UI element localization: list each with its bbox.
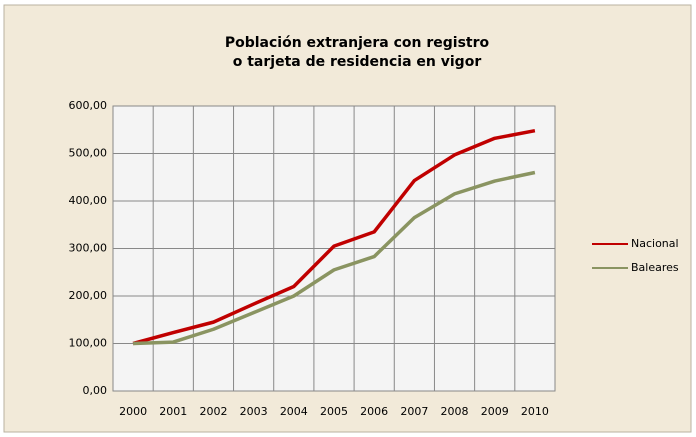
- x-tick-label: 2007: [400, 405, 428, 418]
- legend-label: Baleares: [631, 261, 679, 274]
- x-tick-label: 2001: [159, 405, 187, 418]
- chart-title: Población extranjera con registro: [225, 35, 490, 51]
- series-line: [132, 128, 536, 346]
- x-tick-label: 2004: [280, 405, 308, 418]
- chart-title: o tarjeta de residencia en vigor: [233, 54, 482, 70]
- x-tick-label: 2003: [240, 405, 268, 418]
- x-tick-label: 2002: [199, 405, 227, 418]
- x-tick-label: 2000: [119, 405, 147, 418]
- y-tick-label: 0,00: [83, 384, 108, 397]
- x-tick-label: 2005: [320, 405, 348, 418]
- series-line: [133, 170, 536, 346]
- y-tick-label: 500,00: [69, 147, 108, 160]
- x-tick-label: 2010: [521, 405, 549, 418]
- y-tick-label: 100,00: [69, 337, 108, 350]
- x-tick-label: 2008: [441, 405, 469, 418]
- y-tick-label: 200,00: [69, 289, 108, 302]
- y-tick-label: 300,00: [69, 242, 108, 255]
- x-tick-label: 2006: [360, 405, 388, 418]
- y-tick-label: 600,00: [69, 99, 108, 112]
- legend-label: Nacional: [631, 237, 679, 250]
- y-tick-label: 400,00: [69, 194, 108, 207]
- x-tick-label: 2009: [481, 405, 509, 418]
